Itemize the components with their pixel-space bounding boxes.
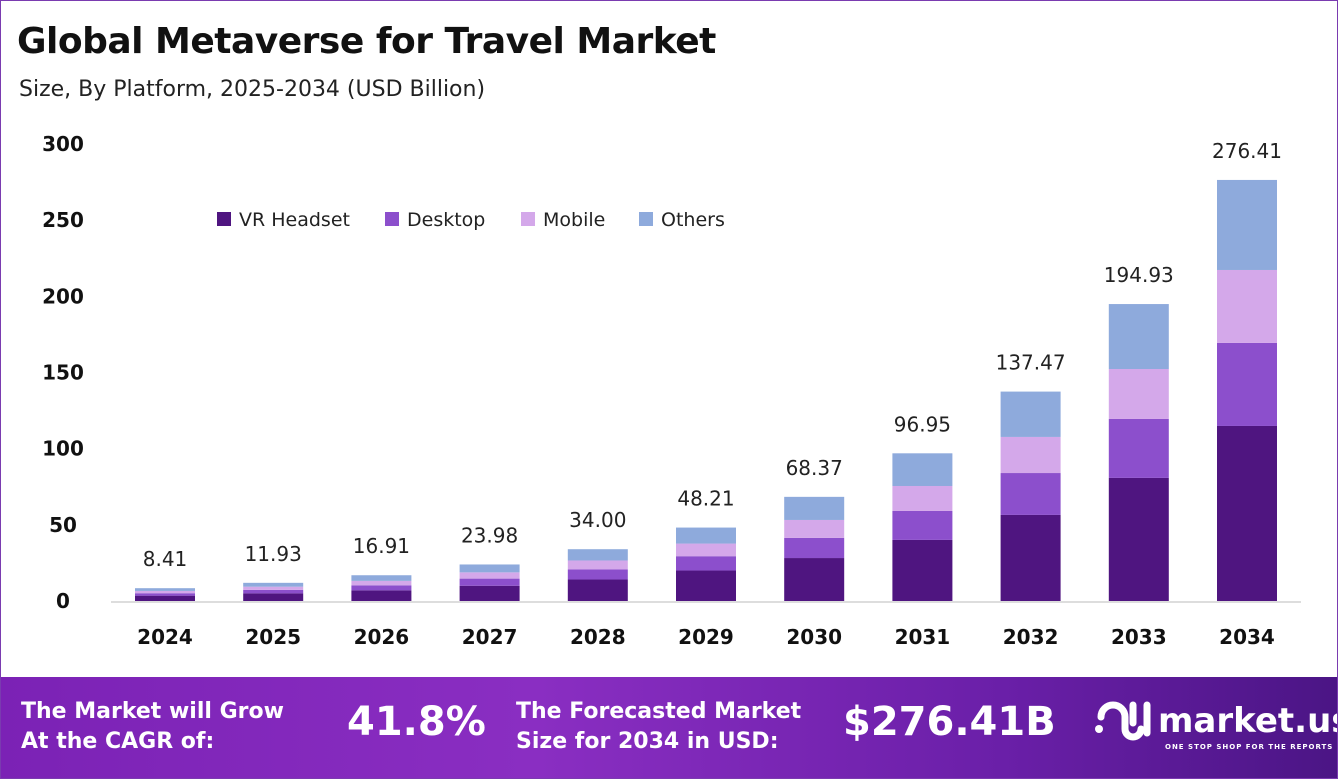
bar-segment-desktop bbox=[459, 578, 520, 586]
bar-segment-vr-headset bbox=[784, 558, 845, 601]
bar-segment-desktop bbox=[892, 510, 953, 540]
bar-segment-desktop bbox=[1000, 473, 1061, 515]
bar-segment-others bbox=[784, 496, 845, 520]
forecast-value: $276.41B bbox=[843, 699, 1056, 745]
y-tick-label: 100 bbox=[42, 437, 84, 461]
bar-segment-others bbox=[135, 588, 195, 591]
bar-segment-others bbox=[892, 453, 953, 486]
bar-segment-vr-headset bbox=[1217, 425, 1277, 601]
y-tick-label: 0 bbox=[56, 589, 70, 613]
forecast-label-line1: The Forecasted Market bbox=[516, 699, 802, 724]
bar-segment-vr-headset bbox=[567, 579, 628, 601]
legend-label: Others bbox=[661, 209, 725, 231]
legend-swatch bbox=[385, 212, 399, 226]
bar-segment-mobile bbox=[892, 485, 953, 511]
x-tick-label: 2029 bbox=[678, 625, 734, 649]
data-label: 137.47 bbox=[996, 351, 1066, 375]
bar-segment-others bbox=[1217, 179, 1277, 270]
bar-segment-vr-headset bbox=[135, 595, 195, 601]
data-label: 194.93 bbox=[1104, 263, 1174, 287]
bar-segment-desktop bbox=[243, 589, 304, 594]
x-tick-label: 2027 bbox=[462, 625, 518, 649]
bar-segment-mobile bbox=[351, 580, 412, 586]
cagr-value: 41.8% bbox=[347, 699, 486, 745]
y-tick-label: 50 bbox=[49, 513, 77, 537]
bar-segment-others bbox=[1000, 391, 1061, 437]
bar-segment-mobile bbox=[243, 586, 304, 590]
x-tick-label: 2034 bbox=[1219, 625, 1275, 649]
bar-segment-mobile bbox=[1000, 436, 1061, 474]
data-label: 276.41 bbox=[1212, 139, 1282, 163]
legend-swatch bbox=[639, 212, 653, 226]
footer-banner: The Market will Grow At the CAGR of: 41.… bbox=[1, 677, 1337, 778]
stacked-bar-chart: 0 50 100 150 200 250 300 8.41 2024 11.93 2025 16.91… bbox=[42, 132, 1301, 649]
market-us-logo-icon bbox=[1095, 701, 1151, 741]
bar-segment-mobile bbox=[676, 543, 736, 557]
y-tick-label: 300 bbox=[42, 132, 84, 156]
bar-segment-desktop bbox=[676, 556, 736, 571]
logo-tagline: ONE STOP SHOP FOR THE REPORTS bbox=[1165, 743, 1334, 751]
bar-segment-vr-headset bbox=[1000, 514, 1061, 601]
legend-label: Mobile bbox=[543, 209, 605, 231]
data-label: 48.21 bbox=[677, 487, 734, 511]
x-tick-label: 2025 bbox=[245, 625, 301, 649]
x-tick-label: 2032 bbox=[1003, 625, 1059, 649]
bar-segment-mobile bbox=[567, 560, 628, 570]
bar-segment-vr-headset bbox=[892, 539, 953, 601]
bar-segment-desktop bbox=[135, 593, 195, 596]
legend-label: Desktop bbox=[407, 209, 485, 231]
x-tick-label: 2033 bbox=[1111, 625, 1167, 649]
bar-segment-mobile bbox=[135, 590, 195, 594]
bar-segment-vr-headset bbox=[1108, 477, 1169, 601]
data-label: 23.98 bbox=[461, 523, 518, 547]
legend-label: VR Headset bbox=[239, 209, 350, 231]
y-tick-label: 200 bbox=[42, 284, 84, 308]
cagr-label-line1: The Market will Grow bbox=[21, 699, 284, 724]
x-tick-label: 2028 bbox=[570, 625, 626, 649]
bar-segment-others bbox=[243, 582, 304, 587]
cagr-label-line2: At the CAGR of: bbox=[21, 729, 215, 754]
data-label: 11.93 bbox=[245, 542, 302, 566]
bar-segment-others bbox=[567, 549, 628, 561]
bar-segment-desktop bbox=[1108, 418, 1169, 478]
cagr-label: The Market will Grow At the CAGR of: bbox=[21, 697, 284, 757]
bar-segment-mobile bbox=[1217, 269, 1277, 343]
bar-segment-desktop bbox=[351, 585, 412, 591]
data-label: 16.91 bbox=[353, 534, 410, 558]
y-tick-label: 250 bbox=[42, 208, 84, 232]
data-label: 8.41 bbox=[143, 547, 188, 571]
chart-subtitle: Size, By Platform, 2025-2034 (USD Billio… bbox=[19, 77, 486, 102]
bar-segment-desktop bbox=[784, 537, 845, 559]
chart-title: Global Metaverse for Travel Market bbox=[17, 21, 716, 62]
forecast-label-line2: Size for 2034 in USD: bbox=[516, 729, 779, 754]
bar-segment-vr-headset bbox=[676, 570, 736, 601]
forecast-label: The Forecasted Market Size for 2034 in U… bbox=[516, 697, 801, 757]
bar-segment-vr-headset bbox=[459, 585, 520, 601]
data-label: 96.95 bbox=[894, 412, 951, 436]
logo-text: market.us bbox=[1158, 701, 1338, 741]
x-tick-label: 2030 bbox=[786, 625, 842, 649]
bar-segment-others bbox=[1108, 304, 1169, 369]
data-label: 34.00 bbox=[569, 508, 626, 532]
legend-swatch bbox=[521, 212, 535, 226]
bar-segment-vr-headset bbox=[243, 593, 304, 601]
bar-segment-others bbox=[459, 564, 520, 573]
data-label: 68.37 bbox=[786, 456, 843, 480]
x-tick-label: 2031 bbox=[895, 625, 951, 649]
bar-segment-vr-headset bbox=[351, 590, 412, 601]
legend-swatch bbox=[217, 212, 231, 226]
bar-segment-mobile bbox=[1108, 368, 1169, 419]
y-tick-label: 150 bbox=[42, 361, 84, 385]
bar-segment-desktop bbox=[1217, 342, 1277, 426]
bar-segment-desktop bbox=[567, 569, 628, 580]
bar-segment-others bbox=[676, 527, 736, 544]
x-tick-label: 2024 bbox=[137, 625, 193, 649]
bar-segment-mobile bbox=[784, 519, 845, 538]
bar-segment-mobile bbox=[459, 572, 520, 579]
bar-segment-others bbox=[351, 575, 412, 581]
x-tick-label: 2026 bbox=[354, 625, 410, 649]
